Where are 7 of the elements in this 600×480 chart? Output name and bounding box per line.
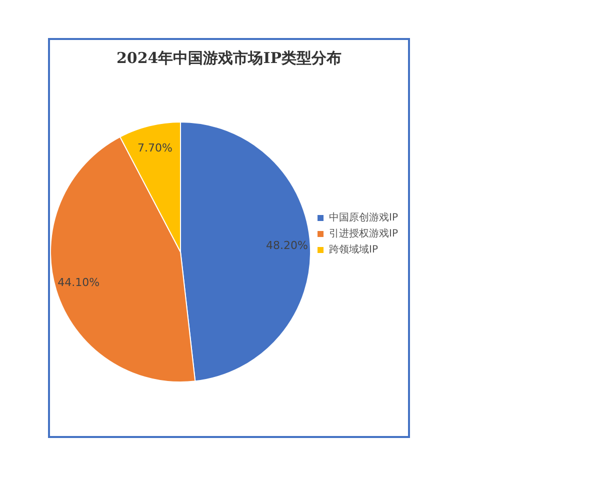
legend-label: 引进授权游戏IP (329, 228, 398, 240)
legend-label: 跨领域域IP (329, 244, 378, 256)
data-label: 48.20% (266, 238, 308, 252)
data-label: 7.70% (137, 141, 172, 154)
legend-label: 中国原创游戏IP (329, 212, 398, 224)
chart-title: 2024年中国游戏市场IP类型分布 (116, 48, 342, 67)
data-label: 44.10% (58, 276, 100, 290)
